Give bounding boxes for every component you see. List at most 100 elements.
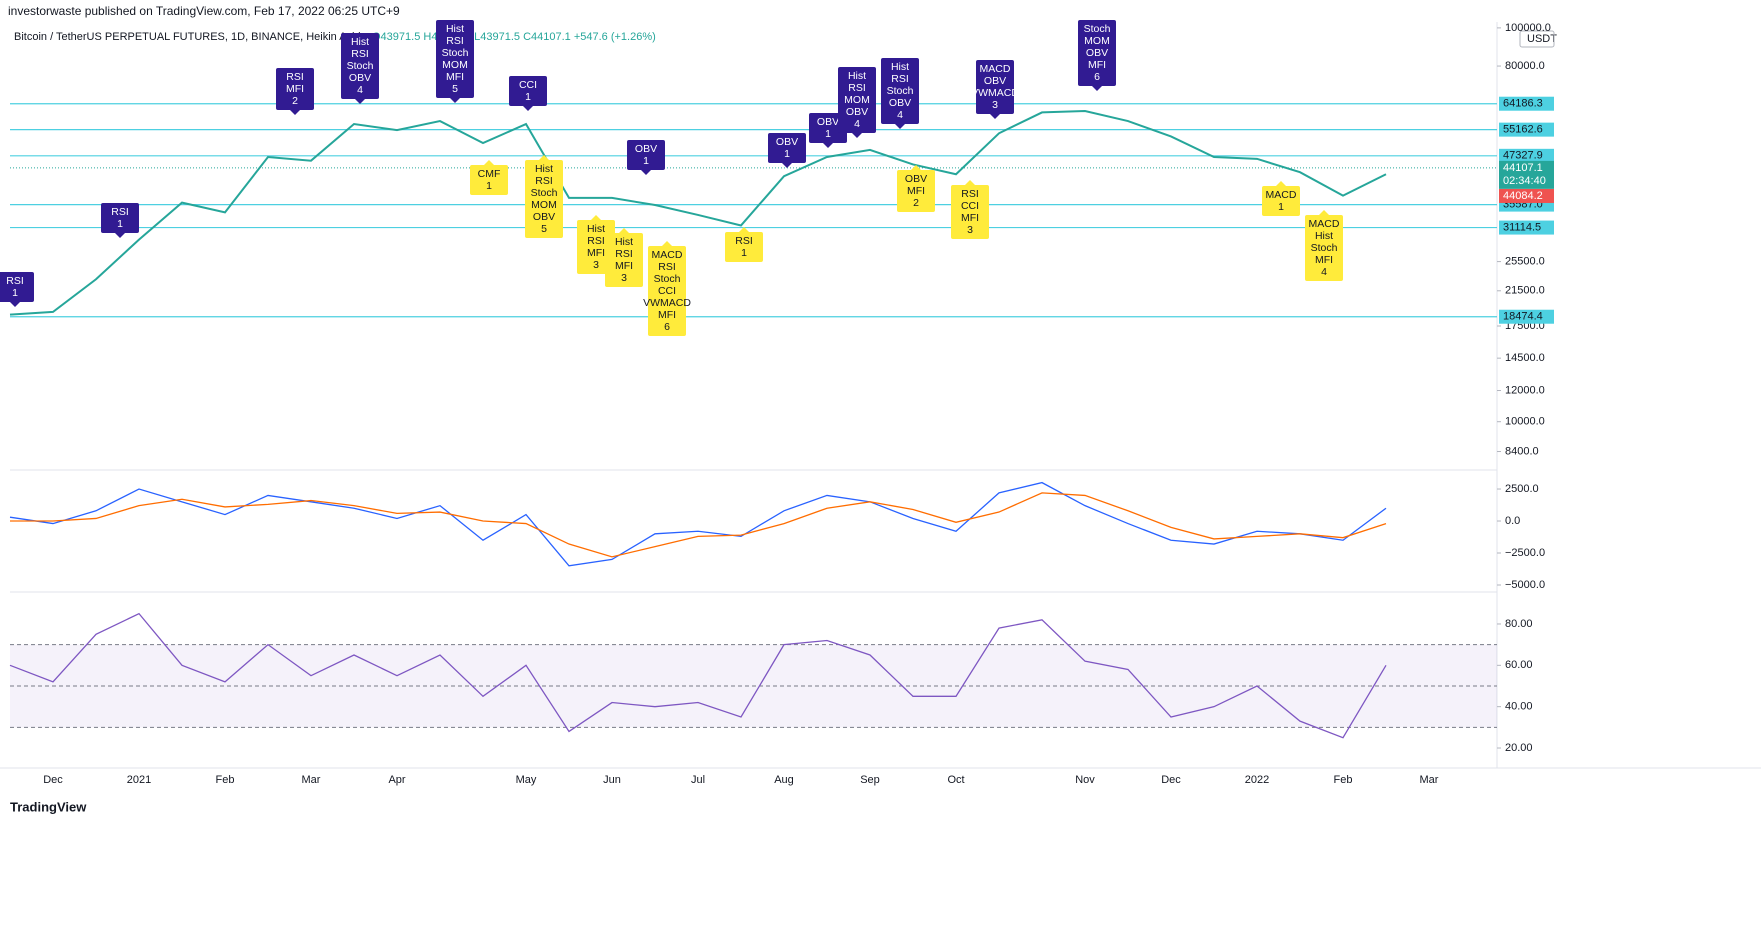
- annotation-text: MOM: [844, 94, 870, 106]
- y-tick-label: 21500.0: [1505, 285, 1545, 297]
- y-tick-label: 80000.0: [1505, 60, 1545, 72]
- annotation-text: RSI: [587, 235, 605, 247]
- level-badge: [1499, 220, 1554, 235]
- annotation-box: [881, 58, 919, 124]
- x-tick-label: Oct: [947, 774, 964, 786]
- y-tick-label: 10000.0: [1505, 416, 1545, 428]
- currency-box: [1519, 30, 1555, 48]
- level-label: 31114.5: [1503, 221, 1541, 233]
- annotation-text: RSI: [891, 73, 909, 85]
- annotation-text: RSI: [961, 188, 979, 200]
- annotation-pointer: [852, 133, 862, 138]
- annotation-pointer: [484, 160, 494, 165]
- annotation-text: MOM: [442, 59, 468, 71]
- annotation-pointer: [10, 302, 20, 307]
- annotation-text: RSI: [848, 82, 866, 94]
- annotation-box: [1078, 20, 1116, 86]
- annotation-pointer: [539, 155, 549, 160]
- y-tick-label: 60.00: [1505, 659, 1533, 671]
- y-tick-label: 12000.0: [1505, 384, 1545, 396]
- countdown: 02:34:40: [1503, 175, 1546, 187]
- annotation-pointer: [450, 98, 460, 103]
- symbol: Bitcoin / TetherUS PERPETUAL FUTURES, 1D…: [14, 31, 361, 43]
- annotation-text: 4: [854, 118, 860, 130]
- annotation-pointer: [591, 215, 601, 220]
- annotation-box: [809, 113, 847, 143]
- annotation-text: Hist: [587, 223, 605, 235]
- annotation-text: Hist: [351, 36, 369, 48]
- x-tick-label: Feb: [216, 774, 235, 786]
- x-tick-label: Jun: [603, 774, 621, 786]
- annotation-text: MOM: [531, 199, 557, 211]
- annotation-text: 5: [541, 223, 547, 235]
- macd-line: [9, 481, 1387, 567]
- annotation-pointer: [823, 143, 833, 148]
- y-tick-label: 2500.0: [1505, 483, 1539, 495]
- annotation-text: MFI: [1088, 59, 1106, 71]
- annotation-text: Hist: [446, 23, 464, 35]
- annotation-text: MACD: [1309, 218, 1340, 230]
- x-tick-label: Apr: [388, 774, 405, 786]
- annotation-text: VWMACD: [643, 297, 691, 309]
- annotation-text: 5: [452, 83, 458, 95]
- annotation-box: [276, 68, 314, 110]
- annotation-text: OBV: [349, 72, 371, 84]
- annotation-text: 1: [117, 218, 123, 230]
- y-tick-label: 0.0: [1505, 515, 1520, 527]
- annotation-text: 2: [292, 95, 298, 107]
- annotation-text: 4: [357, 84, 363, 96]
- annotation-text: RSI: [111, 206, 129, 218]
- annotation-box: [648, 246, 686, 336]
- annotation-text: 6: [664, 321, 670, 333]
- annotation-box: [470, 165, 508, 195]
- annotation-text: MFI: [587, 247, 605, 259]
- x-tick-label: May: [516, 774, 537, 786]
- y-tick-label: 80.00: [1505, 618, 1533, 630]
- annotation-text: 1: [525, 91, 531, 103]
- price-line: [9, 110, 1387, 316]
- annotation-text: Hist: [848, 70, 866, 82]
- annotation-text: 4: [897, 109, 903, 121]
- annotation-text: OBV: [533, 211, 555, 223]
- annotation-text: Stoch: [1084, 23, 1111, 35]
- annotation-text: VWMACD: [971, 87, 1019, 99]
- annotation-box: [341, 33, 379, 99]
- annotation-text: 1: [1278, 201, 1284, 213]
- ohlc: O43971.5 H44536.8 L43971.5 C44107.1 +547…: [372, 31, 656, 43]
- level-label: 55162.6: [1503, 124, 1543, 136]
- annotation-text: MFI: [615, 260, 633, 272]
- annotation-pointer: [619, 228, 629, 233]
- annotation-text: Hist: [891, 61, 909, 73]
- annotation-pointer: [895, 124, 905, 129]
- annotation-text: Stoch: [531, 187, 558, 199]
- annotation-pointer: [115, 233, 125, 238]
- annotation-text: RSI: [286, 71, 304, 83]
- last-price-badge: [1499, 160, 1554, 189]
- annotation-box: [101, 203, 139, 233]
- annotation-box: [951, 185, 989, 239]
- x-tick-label: Feb: [1334, 774, 1353, 786]
- annotation-pointer: [641, 170, 651, 175]
- publisher: investorwaste published on TradingView.c…: [8, 4, 400, 18]
- annotation-text: MFI: [658, 309, 676, 321]
- y-tick-label: −5000.0: [1505, 579, 1545, 591]
- annotation-text: MFI: [907, 185, 925, 197]
- annotation-text: 6: [1094, 71, 1100, 83]
- y-tick-label: 8400.0: [1505, 445, 1539, 457]
- annotation-text: OBV: [817, 116, 839, 128]
- annotation-text: OBV: [635, 143, 657, 155]
- annotation-box: [436, 20, 474, 98]
- x-tick-label: Jul: [691, 774, 705, 786]
- y-tick-label: 14500.0: [1505, 352, 1545, 364]
- bid-label: 44084.2: [1503, 190, 1543, 202]
- annotation-pointer: [290, 110, 300, 115]
- annotation-text: CCI: [961, 200, 979, 212]
